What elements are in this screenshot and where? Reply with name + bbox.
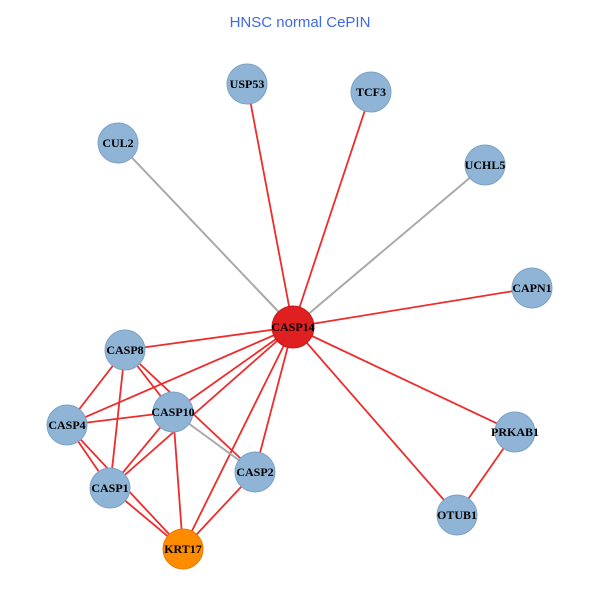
- node-CAPN1: [511, 267, 553, 309]
- edge-CASP14-KRT17: [182, 326, 294, 550]
- edge-CASP14-CASP2: [254, 326, 294, 473]
- node-CASP2: [234, 451, 276, 493]
- edge-CASP14-PRKAB1: [292, 326, 516, 433]
- edge-CASP14-CASP1: [109, 326, 294, 489]
- node-CASP14: [271, 305, 315, 349]
- edge-CASP14-CASP8: [124, 326, 294, 351]
- edge-CASP14-CAPN1: [292, 287, 533, 328]
- node-KRT17: [162, 528, 204, 570]
- node-CUL2: [97, 122, 139, 164]
- edge-CASP14-CUL2: [117, 142, 294, 328]
- edge-CASP14-UCHL5: [292, 164, 486, 328]
- node-UCHL5: [464, 144, 506, 186]
- node-PRKAB1: [494, 411, 536, 453]
- nodes-layer: [46, 63, 553, 570]
- edge-CASP14-USP53: [246, 83, 294, 328]
- node-CASP10: [152, 391, 194, 433]
- node-CASP8: [104, 329, 146, 371]
- edge-CASP14-CASP10: [172, 326, 294, 413]
- node-OTUB1: [436, 494, 478, 536]
- edge-CASP10-KRT17: [172, 411, 184, 550]
- node-USP53: [226, 63, 268, 105]
- chart-title: HNSC normal CePIN: [230, 14, 371, 31]
- node-CASP4: [46, 404, 88, 446]
- node-CASP1: [89, 467, 131, 509]
- edge-CASP14-TCF3: [292, 91, 372, 328]
- edge-CASP14-CASP4: [66, 326, 294, 426]
- edge-CASP14-OTUB1: [292, 326, 458, 516]
- node-TCF3: [350, 71, 392, 113]
